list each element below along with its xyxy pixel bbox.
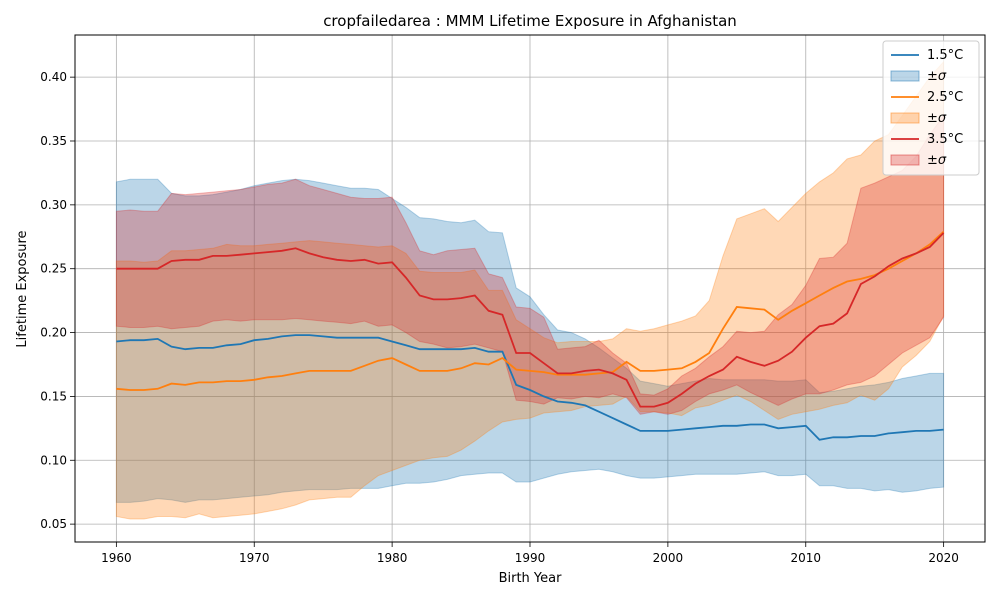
legend-box — [882, 40, 980, 176]
legend-label: 2.5°C — [927, 90, 963, 105]
y-tick-label: 0.30 — [40, 198, 67, 212]
chart-title: cropfailedarea : MMM Lifetime Exposure i… — [323, 12, 737, 30]
x-tick-label: 2010 — [790, 551, 821, 565]
x-tick-label: 1990 — [515, 551, 546, 565]
legend-band-swatch — [890, 154, 920, 166]
legend-band-label: ±σ — [927, 153, 947, 168]
y-tick-label: 0.25 — [40, 262, 67, 276]
sigma-band-series-0 — [115, 178, 945, 503]
grid — [75, 35, 985, 542]
x-axis-label: Birth Year — [499, 571, 563, 586]
y-tick-label: 0.05 — [40, 517, 67, 531]
legend-label: 1.5°C — [927, 48, 963, 63]
sigma-bands — [115, 60, 945, 520]
x-tick-label: 1970 — [239, 551, 270, 565]
legend-band-label: ±σ — [927, 69, 947, 84]
series-lines — [116, 231, 945, 441]
y-tick-label: 0.35 — [40, 134, 67, 148]
mean-line-series-2 — [116, 232, 945, 408]
legend: 1.5°C ±σ 2.5°C ±σ 3.5°C ±σ — [882, 40, 980, 176]
sigma-band-series-1 — [115, 60, 945, 520]
x-tick-label: 2020 — [928, 551, 959, 565]
legend-label: 3.5°C — [927, 132, 963, 147]
y-tick-label: 0.40 — [40, 70, 67, 84]
x-axis-ticks: 1960 1970 1980 1990 2000 2010 2020 — [101, 542, 959, 565]
legend-band-swatch — [890, 112, 920, 124]
mean-line-series-1 — [116, 231, 945, 391]
y-tick-label: 0.15 — [40, 389, 67, 403]
sigma-band-series-2 — [115, 113, 945, 415]
legend-band-swatch — [890, 70, 920, 82]
y-tick-label: 0.10 — [40, 453, 67, 467]
legend-band-label: ±σ — [927, 111, 947, 126]
y-axis-label: Lifetime Exposure — [15, 230, 30, 347]
y-axis-ticks: 0.05 0.10 0.15 0.20 0.25 0.30 0.35 0.40 — [40, 70, 75, 531]
x-tick-label: 2000 — [653, 551, 684, 565]
mean-line-series-0 — [116, 334, 944, 441]
x-tick-label: 1980 — [377, 551, 408, 565]
x-tick-label: 1960 — [101, 551, 132, 565]
y-tick-label: 0.20 — [40, 326, 67, 340]
